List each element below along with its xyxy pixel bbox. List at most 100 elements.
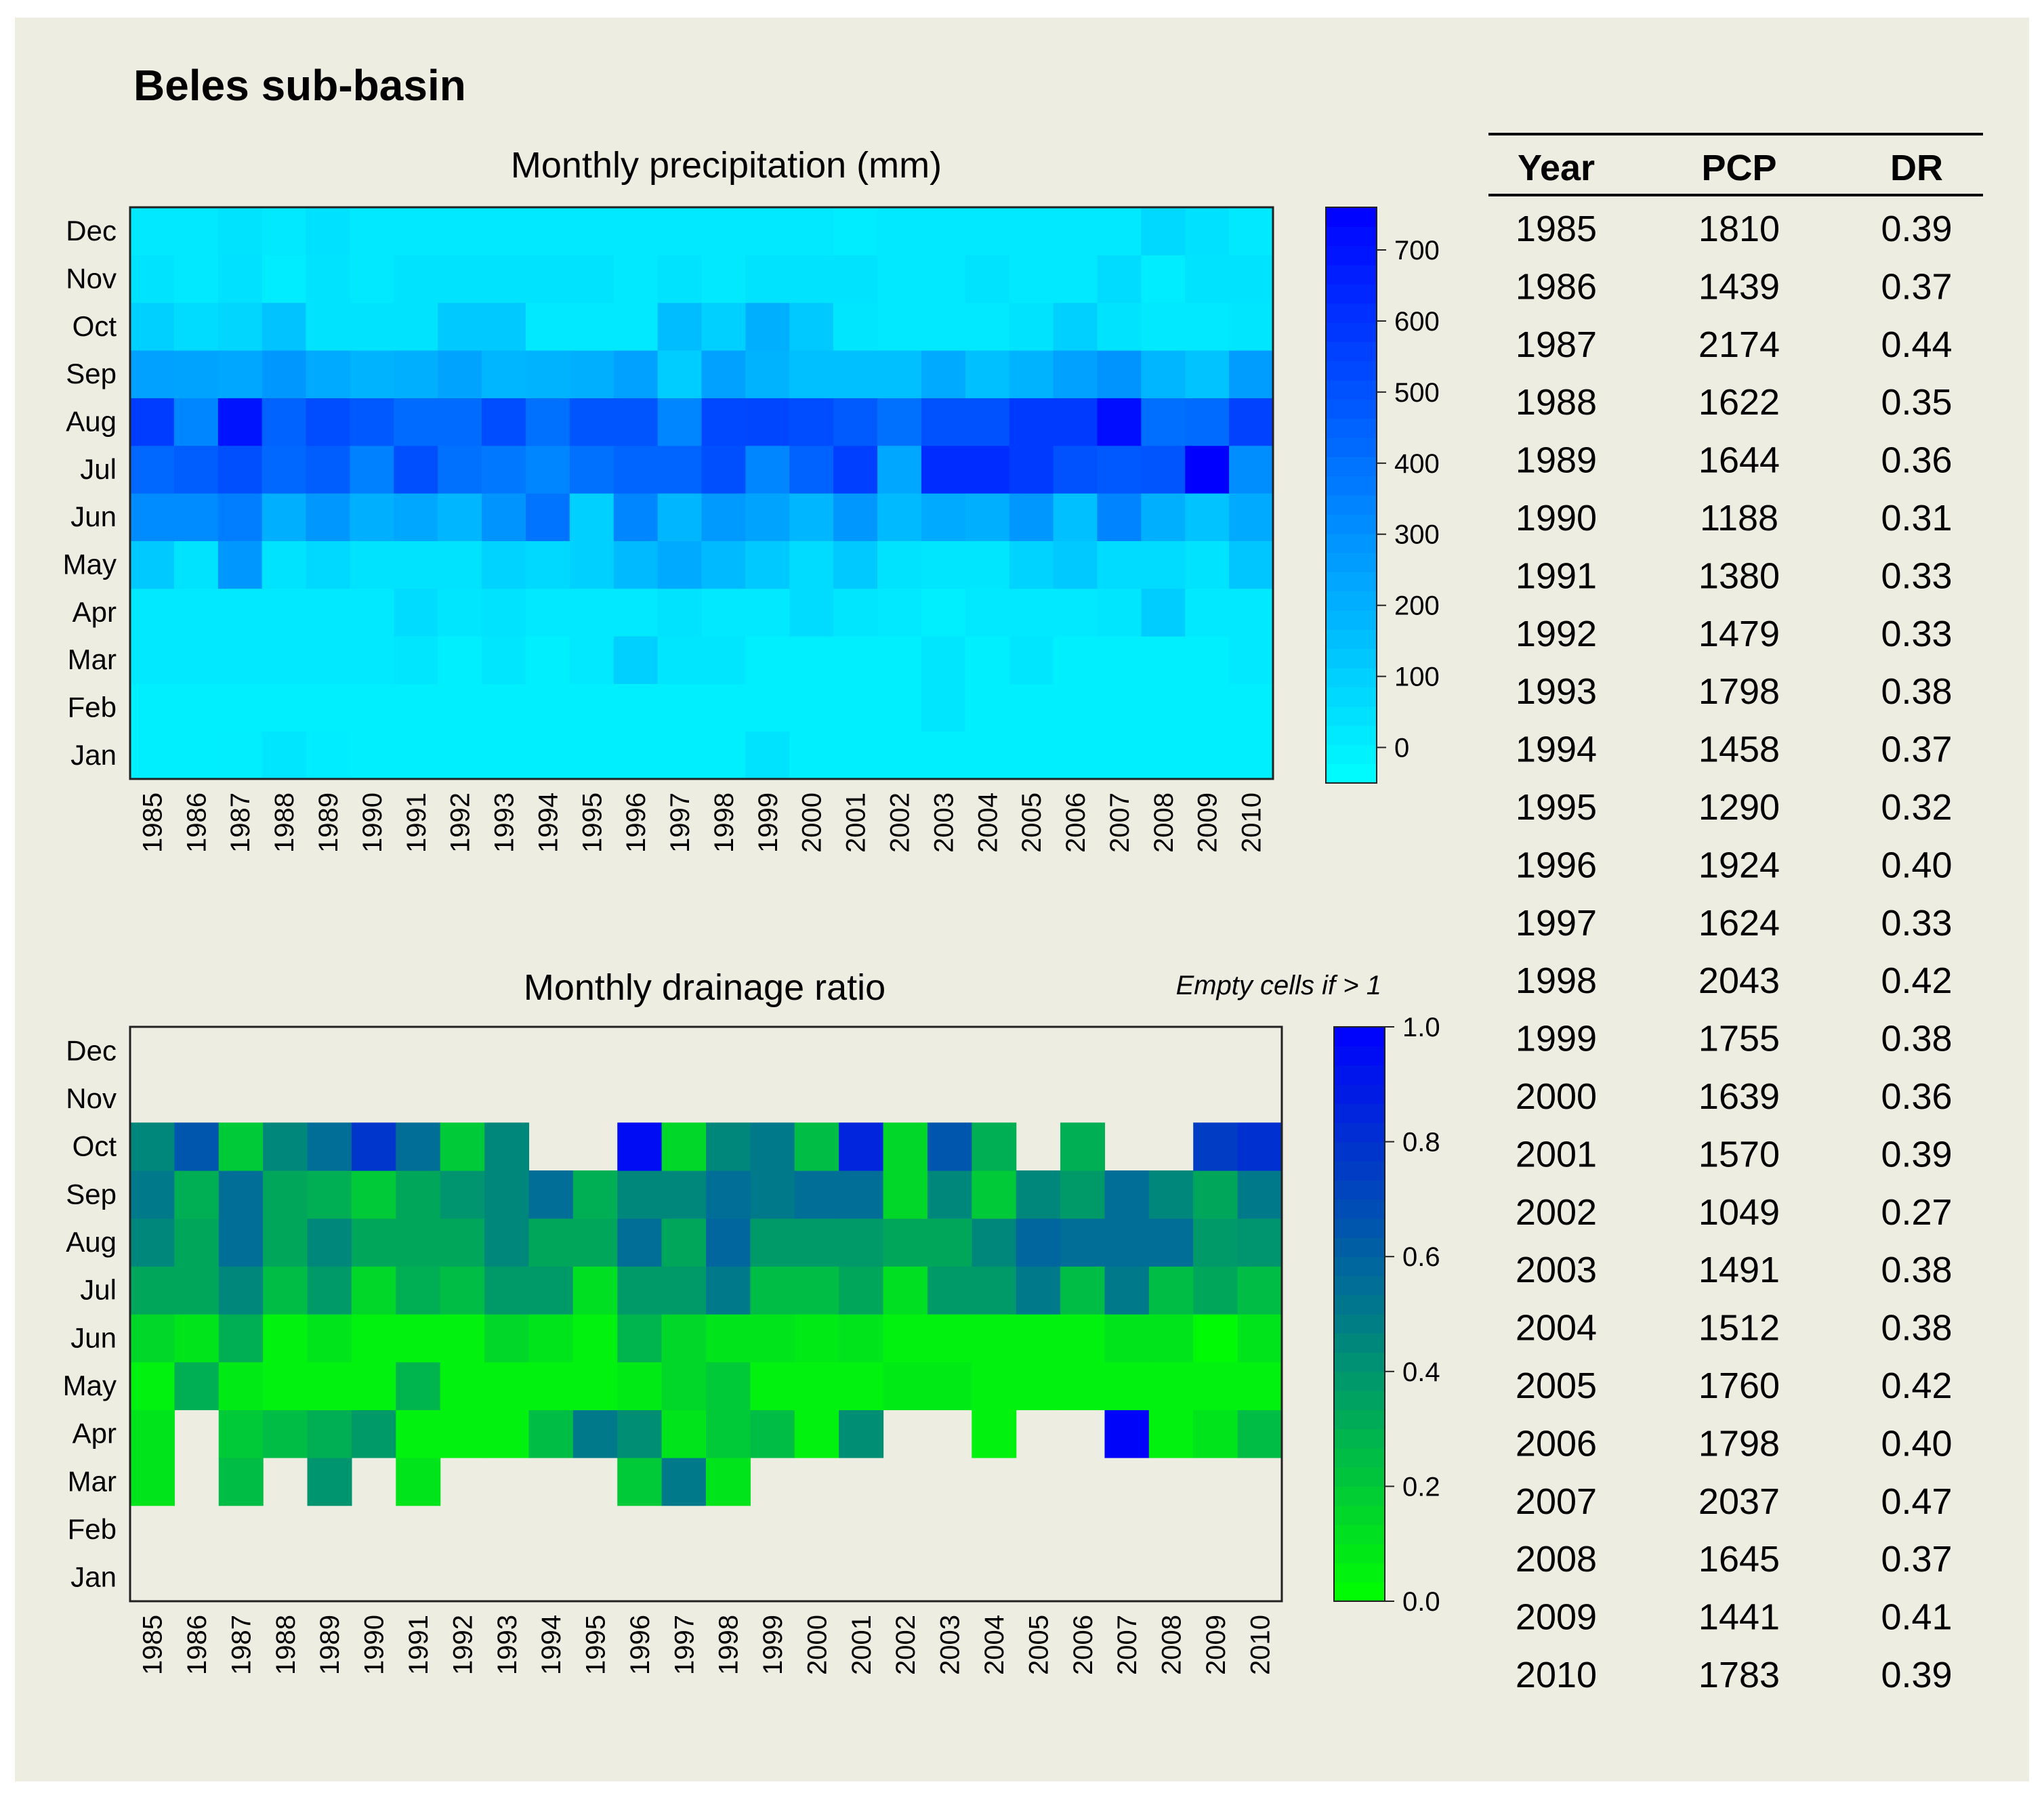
- dr-cell: [706, 1314, 751, 1363]
- pcp-colorbar-tick-label: 400: [1394, 449, 1440, 479]
- dr-cell: [263, 1314, 308, 1363]
- pcp-cell: [1097, 207, 1142, 255]
- pcp-colorbar-band: [1326, 591, 1377, 611]
- table-cell: 1188: [1700, 498, 1778, 538]
- pcp-cell: [482, 302, 526, 351]
- dr-colorbar-band: [1334, 1275, 1385, 1296]
- pcp-colorbar-band: [1326, 572, 1377, 592]
- dr-cell: [440, 1314, 485, 1363]
- dr-colorbar-band: [1334, 1333, 1385, 1353]
- dr-cell: [661, 1458, 707, 1506]
- pcp-cell: [1053, 445, 1098, 494]
- dr-cell: [1016, 1314, 1061, 1363]
- pcp-cell: [1009, 683, 1054, 732]
- pcp-cell: [657, 398, 703, 446]
- dr-cell: [1193, 1410, 1238, 1458]
- pcp-cell: [1185, 302, 1230, 351]
- pcp-cell: [438, 541, 482, 589]
- pcp-cell: [306, 350, 351, 398]
- dr-colorbar-tick-label: 0.8: [1402, 1128, 1440, 1158]
- dr-cell: [307, 1410, 352, 1458]
- dr-cell: [484, 1218, 530, 1267]
- pcp-cell: [350, 541, 394, 589]
- dr-cell: [1148, 1266, 1194, 1315]
- pcp-cell: [262, 493, 307, 541]
- pcp-cell: [262, 350, 307, 398]
- dr-cell: [972, 1170, 1017, 1219]
- pcp-colorbar-band: [1326, 303, 1377, 323]
- table-cell: 2004: [1516, 1308, 1597, 1349]
- dr-cell: [1193, 1218, 1238, 1267]
- table-cell: 1570: [1698, 1134, 1780, 1174]
- pcp-cell: [965, 255, 1010, 303]
- dr-year-label: 1990: [360, 1615, 390, 1675]
- dr-colorbar-band: [1334, 1084, 1385, 1104]
- pcp-cell: [833, 683, 878, 732]
- dr-cell: [263, 1122, 308, 1171]
- pcp-year-label: 1995: [577, 792, 607, 853]
- pcp-cell: [217, 350, 263, 398]
- dr-year-label: 2008: [1157, 1615, 1187, 1675]
- table-cell: 2006: [1516, 1423, 1597, 1464]
- pcp-cell: [394, 255, 438, 303]
- dr-year-label: 1993: [493, 1615, 522, 1675]
- dr-year-labels: 1985 1986 1987 1988 1989 1990 1991 1992 1993 1994…: [138, 1615, 1276, 1675]
- pcp-cell: [745, 255, 790, 303]
- dr-cell: [307, 1361, 352, 1410]
- pcp-cell: [1141, 255, 1186, 303]
- dr-cell: [484, 1361, 530, 1410]
- pcp-cell: [701, 636, 746, 684]
- table-header-year: Year: [1518, 148, 1595, 188]
- dr-cell: [263, 1266, 308, 1315]
- table-cell: 1639: [1698, 1076, 1780, 1117]
- dr-cell: [1237, 1266, 1282, 1315]
- pcp-cell: [217, 588, 263, 637]
- pcp-cell: [482, 683, 526, 732]
- pcp-cell: [438, 636, 482, 684]
- dr-colorbar-tick-label: 0.0: [1402, 1587, 1440, 1617]
- pcp-cell: [569, 398, 614, 446]
- dr-cell: [351, 1410, 396, 1458]
- pcp-cell: [613, 683, 659, 732]
- dr-year-label: 1988: [271, 1615, 301, 1675]
- pcp-cell: [833, 302, 878, 351]
- table-cell: 1622: [1698, 382, 1780, 423]
- dr-cell: [661, 1410, 707, 1458]
- dr-colorbar-band: [1334, 1237, 1385, 1257]
- pcp-colorbar-band: [1326, 763, 1377, 784]
- pcp-cell: [745, 398, 790, 446]
- dr-cell: [1060, 1122, 1106, 1171]
- pcp-cell: [877, 398, 922, 446]
- dr-cell: [263, 1361, 308, 1410]
- table-cell: 1798: [1698, 1423, 1780, 1464]
- pcp-cell: [877, 207, 922, 255]
- pcp-colorbar-tick-label: 0: [1394, 734, 1409, 763]
- pcp-cell: [965, 731, 1010, 780]
- pcp-cell: [1141, 683, 1186, 732]
- dr-cell: [1016, 1361, 1061, 1410]
- dr-cell: [528, 1410, 574, 1458]
- table-cell: 1290: [1698, 787, 1780, 828]
- dr-cell: [572, 1410, 618, 1458]
- dr-colorbar-band: [1334, 1447, 1385, 1468]
- dr-cell: [706, 1458, 751, 1506]
- pcp-cell: [921, 731, 966, 780]
- table-cell: 0.33: [1881, 555, 1952, 596]
- pcp-cell: [569, 255, 614, 303]
- dr-cell: [1237, 1218, 1282, 1267]
- pcp-cell: [1229, 493, 1274, 541]
- pcp-cell: [217, 302, 263, 351]
- dr-cell: [218, 1266, 264, 1315]
- pcp-cell: [613, 445, 659, 494]
- pcp-cell: [965, 683, 1010, 732]
- table-cell: 1760: [1698, 1366, 1780, 1406]
- pcp-cell: [350, 302, 394, 351]
- pcp-cell: [657, 493, 703, 541]
- dr-cell: [927, 1314, 972, 1363]
- pcp-cell: [701, 683, 746, 732]
- pcp-cell: [306, 302, 351, 351]
- table-cell: 1989: [1516, 440, 1597, 481]
- dr-cell: [661, 1170, 707, 1219]
- table-cell: 0.39: [1881, 1655, 1952, 1695]
- pcp-cell: [569, 445, 614, 494]
